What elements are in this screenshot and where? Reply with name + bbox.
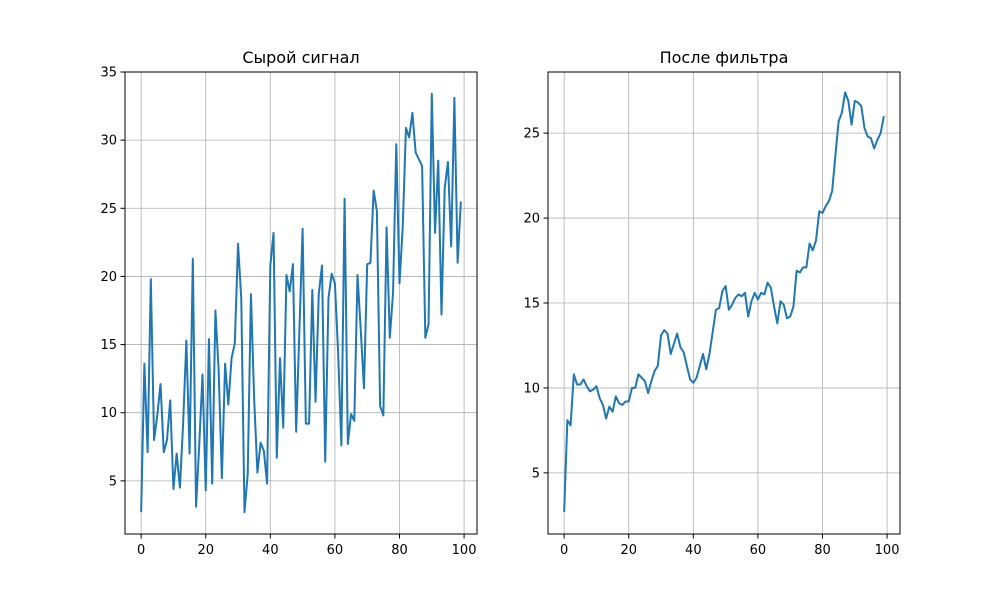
filtered-signal-title: После фильтра: [660, 48, 789, 67]
series-line: [563, 91, 885, 512]
y-tick-label: 5: [532, 466, 540, 481]
y-tick-label: 20: [523, 212, 540, 227]
y-tick-label: 10: [523, 381, 540, 396]
y-tick-label: 15: [100, 338, 117, 353]
x-tick-label: 20: [197, 543, 214, 558]
y-tick-label: 5: [109, 474, 117, 489]
y-tick-label: 10: [100, 406, 117, 421]
y-tick-label: 25: [100, 202, 117, 217]
y-tick-label: 30: [100, 134, 117, 149]
x-tick-label: 40: [685, 543, 702, 558]
filtered-signal-panel: После фильтра 0 20 40 60 80 100 5 10 15 20 25: [523, 48, 901, 558]
x-tick-label: 80: [391, 543, 408, 558]
x-tick-label: 20: [620, 543, 637, 558]
y-tick-label: 25: [523, 127, 540, 142]
x-tick-label: 80: [814, 543, 831, 558]
axes-frame: [124, 71, 478, 535]
y-tick-label: 20: [100, 270, 117, 285]
x-tick-label: 0: [560, 543, 568, 558]
x-tick-label: 0: [137, 543, 145, 558]
x-tick-label: 100: [452, 543, 477, 558]
y-tick-label: 35: [100, 66, 117, 81]
raw-signal-panel: Сырой сигнал 0 20 40 60 80 100 5 10 15 20 25 30 35: [100, 48, 478, 558]
x-tick-label: 40: [262, 543, 279, 558]
raw-signal-title: Сырой сигнал: [242, 48, 359, 67]
series-line: [140, 92, 462, 514]
y-tick-label: 15: [523, 297, 540, 312]
x-tick-label: 60: [327, 543, 344, 558]
x-tick-label: 100: [875, 543, 900, 558]
x-tick-label: 60: [750, 543, 767, 558]
